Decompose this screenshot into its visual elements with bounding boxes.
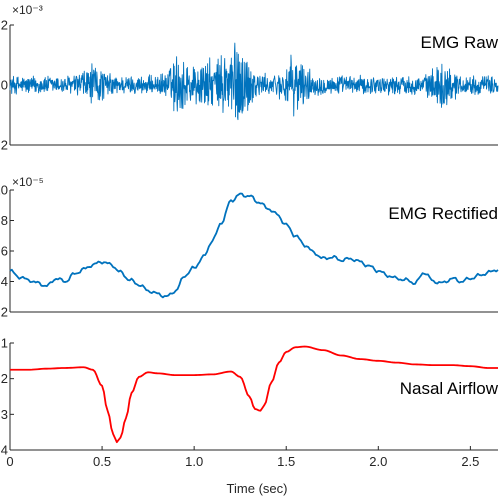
y-tick-label-nasal-airflow: 2: [1, 371, 8, 386]
exp-label-emg-rectified: ×10⁻⁵: [12, 175, 44, 189]
x-axis-label: Time (sec): [227, 481, 288, 496]
series-line-nasal-airflow: [10, 345, 498, 444]
series-emg-raw: [9, 42, 499, 121]
title-emg-rectified: EMG Rectified: [388, 204, 498, 223]
exp-label-emg-raw: ×10⁻³: [12, 3, 43, 17]
x-tick-label: 2.5: [461, 454, 479, 469]
series-nasal-airflow: [10, 345, 498, 444]
y-tick-label-emg-rectified: 2: [1, 305, 8, 320]
y-tick-label-emg-rectified: 10: [0, 183, 8, 198]
panel-emg-raw: ×10⁻³ EMG Raw 2 0 2: [1, 3, 499, 153]
x-tick-label: 0.5: [93, 454, 111, 469]
panel-nasal-airflow: Nasal Airflow 1 2 3 40 0.5 1.0 1.5 2.0 2.5 Time …: [1, 336, 499, 497]
axis-nasal-airflow: 1 2 3 40 0.5 1.0 1.5 2.0 2.5: [1, 336, 498, 469]
y-tick-label-emg-rectified: 4: [1, 274, 8, 289]
y-tick-label-emg-raw: 2: [1, 18, 8, 33]
y-tick-label-emg-rectified: 6: [1, 244, 8, 259]
x-tick-label: 0: [6, 454, 13, 469]
series-line-emg-rectified: [9, 192, 499, 299]
y-tick-label-nasal-airflow: 4: [1, 443, 8, 458]
x-tick-label: 2.0: [369, 454, 387, 469]
y-tick-label-nasal-airflow: 3: [1, 407, 8, 422]
series-emg-rectified: [9, 192, 499, 299]
y-tick-label-emg-raw: 2: [1, 138, 8, 153]
title-emg-raw: EMG Raw: [421, 33, 499, 52]
series-line-emg-raw: [9, 42, 499, 121]
y-tick-label-emg-raw: 0: [1, 78, 8, 93]
panel-emg-rectified: ×10⁻⁵ EMG Rectified 2 4 6 8 10: [0, 175, 499, 320]
title-nasal-airflow: Nasal Airflow: [400, 379, 499, 398]
axis-emg-rectified: 2 4 6 8 10: [0, 183, 498, 320]
x-tick-label: 1.0: [185, 454, 203, 469]
x-tick-label: 1.5: [277, 454, 295, 469]
y-tick-label-emg-rectified: 8: [1, 213, 8, 228]
y-tick-label-nasal-airflow: 1: [1, 336, 8, 351]
